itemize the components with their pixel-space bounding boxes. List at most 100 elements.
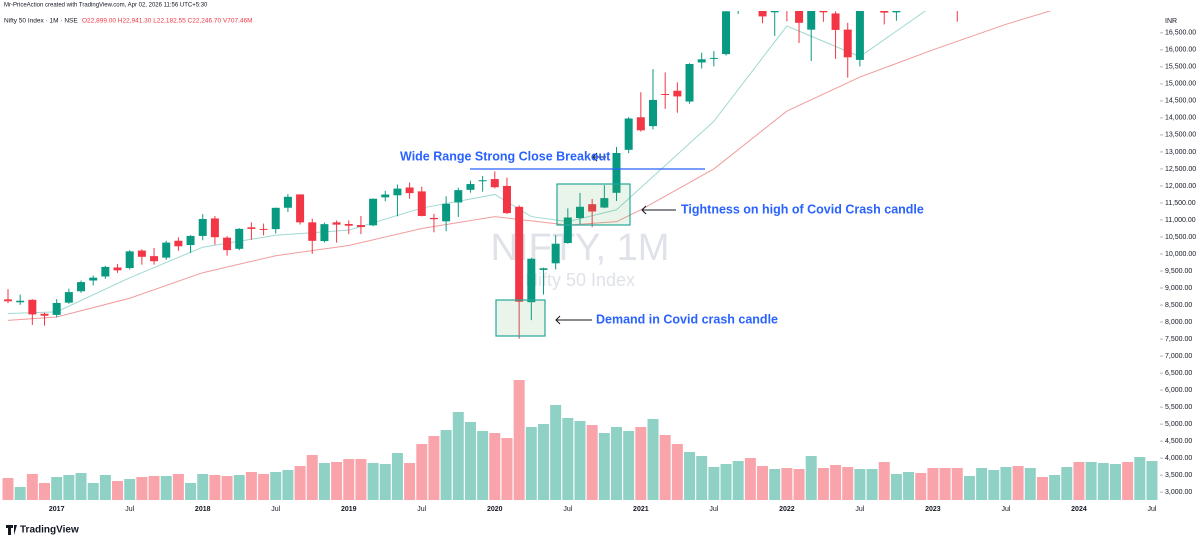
volume-bar (343, 459, 355, 500)
candle-body (223, 237, 232, 251)
candle-body (40, 313, 49, 316)
candle-body (64, 292, 73, 303)
volume-bar (611, 427, 622, 500)
volume-bar (781, 468, 793, 500)
volume-bar (124, 479, 136, 500)
y-tick-label: 14,000.00 (1165, 115, 1196, 122)
y-tick-label: 11,500.00 (1165, 200, 1196, 207)
x-tick-label: 2024 (1071, 506, 1087, 513)
candle-body (709, 57, 718, 59)
candle-body (454, 190, 463, 203)
volume-bar (988, 470, 1000, 500)
y-tick-label: 7,000.00 (1165, 353, 1192, 360)
candle-body (4, 299, 12, 302)
x-tick-label: Jul (709, 506, 718, 513)
candle-body (344, 223, 353, 226)
watermark-subtext: Nifty 50 Index (525, 270, 635, 290)
annotation: Demand in Covid crash candle (596, 312, 778, 326)
volume-bar (696, 456, 708, 500)
volume-bar (404, 463, 416, 500)
candle-body (162, 242, 171, 258)
candle-body (880, 11, 889, 13)
candle-body (807, 11, 816, 30)
candle-body (734, 0, 742, 10)
candle-body (283, 196, 292, 208)
volume-bar (562, 418, 574, 500)
candle-body (563, 217, 572, 244)
volume-bar (635, 427, 647, 500)
tightness-box (556, 183, 631, 226)
y-tick-label: 10,000.00 (1165, 251, 1196, 258)
x-tick-label: 2020 (487, 506, 503, 513)
y-tick-label: 13,500.00 (1165, 132, 1196, 139)
candle-body (101, 266, 110, 277)
volume-bar (890, 474, 902, 500)
volume-bar (416, 444, 428, 500)
volume-bar (464, 422, 476, 500)
volume-bar (513, 380, 525, 500)
volume-bar (1000, 467, 1012, 500)
volume-bar (379, 464, 391, 500)
volume-bar (915, 473, 927, 500)
y-tick-label: 6,000.00 (1165, 387, 1192, 394)
candle-body (247, 227, 256, 229)
volume-bar (318, 463, 330, 500)
volume-bar (112, 481, 124, 500)
y-tick-label: 11,000.00 (1165, 217, 1196, 224)
x-tick-label: 2021 (633, 506, 649, 513)
candle-body (649, 99, 658, 127)
candle-body (722, 11, 731, 55)
volume-bar (939, 468, 951, 500)
candle-body (417, 191, 426, 216)
x-tick-label: 2018 (195, 506, 211, 513)
volume-bar (221, 476, 233, 500)
x-tick-label: 2023 (925, 506, 941, 513)
annotation: Wide Range Strong Close Breakout (400, 149, 611, 163)
y-tick-label: 14,500.00 (1165, 98, 1196, 105)
candle-body (186, 235, 195, 246)
volume-bar (671, 444, 683, 500)
y-tick-label: 15,500.00 (1165, 64, 1196, 71)
candle-body (539, 268, 548, 270)
volume-bar (2, 478, 14, 500)
annotation-shapes (470, 152, 705, 337)
candle-body (369, 198, 378, 226)
volume-bar (440, 430, 452, 500)
y-tick-label: 13,000.00 (1165, 149, 1196, 156)
candle-body (551, 243, 560, 264)
candle-body (198, 219, 207, 236)
credit: Mr-PriceAction created with TradingView.… (4, 3, 208, 9)
candle-body (52, 302, 61, 315)
y-tick-label: 12,500.00 (1165, 166, 1196, 173)
y-tick-label: 6,500.00 (1165, 370, 1192, 377)
volume-bar (1024, 468, 1036, 500)
y-tick-label: 3,500.00 (1165, 472, 1192, 479)
volume-bar (878, 462, 890, 500)
candle-body (442, 203, 451, 222)
candle-body (673, 90, 682, 97)
volume-bar (1134, 457, 1146, 500)
volume-bar (647, 419, 659, 500)
candle-body (758, 11, 767, 17)
y-tick-label: 8,000.00 (1165, 319, 1192, 326)
volume-bar (757, 466, 769, 500)
volume-bar (270, 472, 282, 500)
volume-bar (854, 469, 866, 500)
candle-body (502, 185, 511, 214)
volume-bar (1146, 461, 1158, 500)
volume-bar (51, 477, 63, 500)
volume-bar (209, 475, 221, 500)
volume-bar (501, 438, 513, 500)
volume-bar (1085, 462, 1097, 500)
volume-bar (1109, 464, 1121, 500)
volume-bar (732, 461, 744, 500)
volume-bar (793, 469, 805, 500)
candle-body (636, 117, 645, 131)
candle-body (843, 29, 852, 58)
volume-bar (63, 475, 75, 500)
volume-bar (537, 424, 549, 500)
volume-bar (148, 476, 160, 500)
candle-body (478, 180, 487, 182)
y-tick-label: 9,000.00 (1165, 285, 1192, 292)
